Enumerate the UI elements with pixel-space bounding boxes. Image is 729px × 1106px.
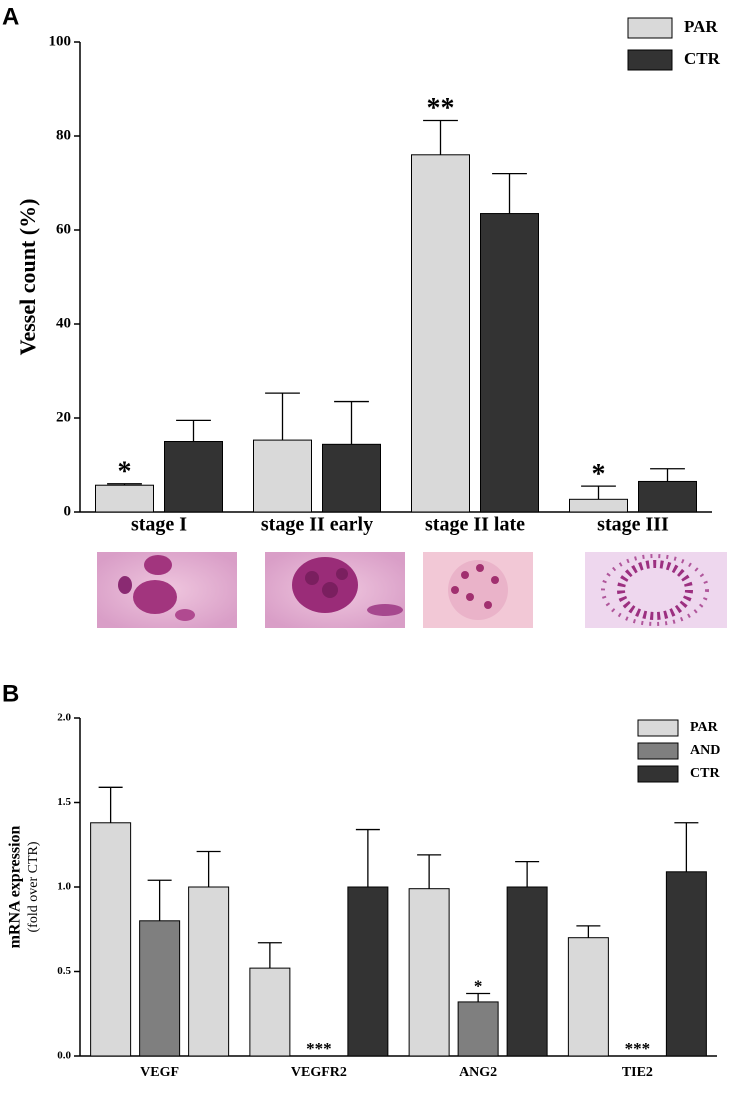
legend-label: PAR <box>690 720 719 735</box>
y-axis-label: mRNA expression <box>7 825 24 948</box>
error-bar <box>515 861 540 887</box>
bar <box>457 1001 499 1057</box>
error-bar <box>492 172 527 214</box>
y-tick-label: 0.5 <box>57 965 71 977</box>
y-tick-label: 1.5 <box>57 796 71 808</box>
panel-label: A <box>2 3 19 30</box>
x-tick-label: VEGFR2 <box>291 1065 347 1080</box>
bar <box>249 967 291 1057</box>
y-tick-label: 100 <box>49 33 72 49</box>
error-bar <box>674 822 699 872</box>
error-bar <box>417 854 442 889</box>
error-bar <box>196 850 221 887</box>
error-bar <box>257 942 282 969</box>
bar <box>506 886 548 1057</box>
bar <box>665 871 707 1057</box>
bar <box>408 888 450 1057</box>
y-tick-label: 40 <box>56 315 71 331</box>
x-tick-label: stage II late <box>425 514 525 536</box>
legend-swatch <box>637 719 679 737</box>
y-tick-label: 60 <box>56 221 71 237</box>
legend-swatch <box>627 49 673 71</box>
bar <box>164 441 223 513</box>
legend-label: CTR <box>684 49 721 68</box>
legend-label: CTR <box>690 766 720 781</box>
panel-label: B <box>2 680 19 707</box>
bar <box>95 484 154 513</box>
x-tick-label: ANG2 <box>459 1065 497 1080</box>
image-stage-1 <box>97 552 237 628</box>
significance-label: ** <box>427 93 455 124</box>
error-bar <box>334 400 369 445</box>
bar <box>322 443 381 513</box>
y-tick-label: 0 <box>64 503 72 519</box>
significance-label: * <box>592 459 606 490</box>
legend-label: AND <box>690 743 720 758</box>
image-stage-2-late <box>423 552 533 628</box>
bar <box>139 920 181 1057</box>
bar <box>253 439 312 513</box>
y-tick-label: 0.0 <box>57 1050 71 1062</box>
legend-swatch <box>627 17 673 39</box>
image-stage-2-early <box>265 552 405 628</box>
x-tick-label: VEGF <box>140 1065 179 1080</box>
y-tick-label: 80 <box>56 127 71 143</box>
x-tick-label: stage II early <box>261 514 373 536</box>
error-bar <box>355 828 380 887</box>
error-bar <box>576 925 601 938</box>
legend-swatch <box>637 742 679 760</box>
y-tick-label: 20 <box>56 409 71 425</box>
significance-label: *** <box>306 1039 332 1058</box>
bar <box>569 498 628 513</box>
bar <box>90 822 132 1057</box>
bar <box>347 886 389 1057</box>
error-bar <box>107 483 142 486</box>
x-tick-label: TIE2 <box>622 1065 653 1080</box>
error-bar <box>147 879 172 921</box>
bar <box>638 480 697 513</box>
legend-label: PAR <box>684 17 718 36</box>
x-tick-label: stage I <box>131 514 187 536</box>
error-bar <box>176 419 211 442</box>
y-tick-label: 2.0 <box>57 712 71 724</box>
bar <box>567 937 609 1057</box>
legend-swatch <box>637 765 679 783</box>
histology-images <box>97 552 727 628</box>
bar <box>188 886 230 1057</box>
error-bar <box>466 992 491 1002</box>
significance-label: * <box>118 456 132 487</box>
error-bar <box>98 786 123 823</box>
bar <box>411 154 470 513</box>
error-bar <box>581 485 616 500</box>
image-stage-3 <box>585 552 727 628</box>
x-tick-label: stage III <box>597 514 669 536</box>
y-axis-label: Vessel count (%) <box>15 199 40 356</box>
error-bar <box>265 392 300 441</box>
significance-label: *** <box>625 1039 651 1058</box>
error-bar <box>423 119 458 155</box>
y-tick-label: 1.0 <box>57 881 71 893</box>
significance-label: * <box>474 976 483 995</box>
bar <box>480 213 539 513</box>
y-axis-sublabel: (fold over CTR) <box>26 841 41 932</box>
error-bar <box>650 468 685 482</box>
